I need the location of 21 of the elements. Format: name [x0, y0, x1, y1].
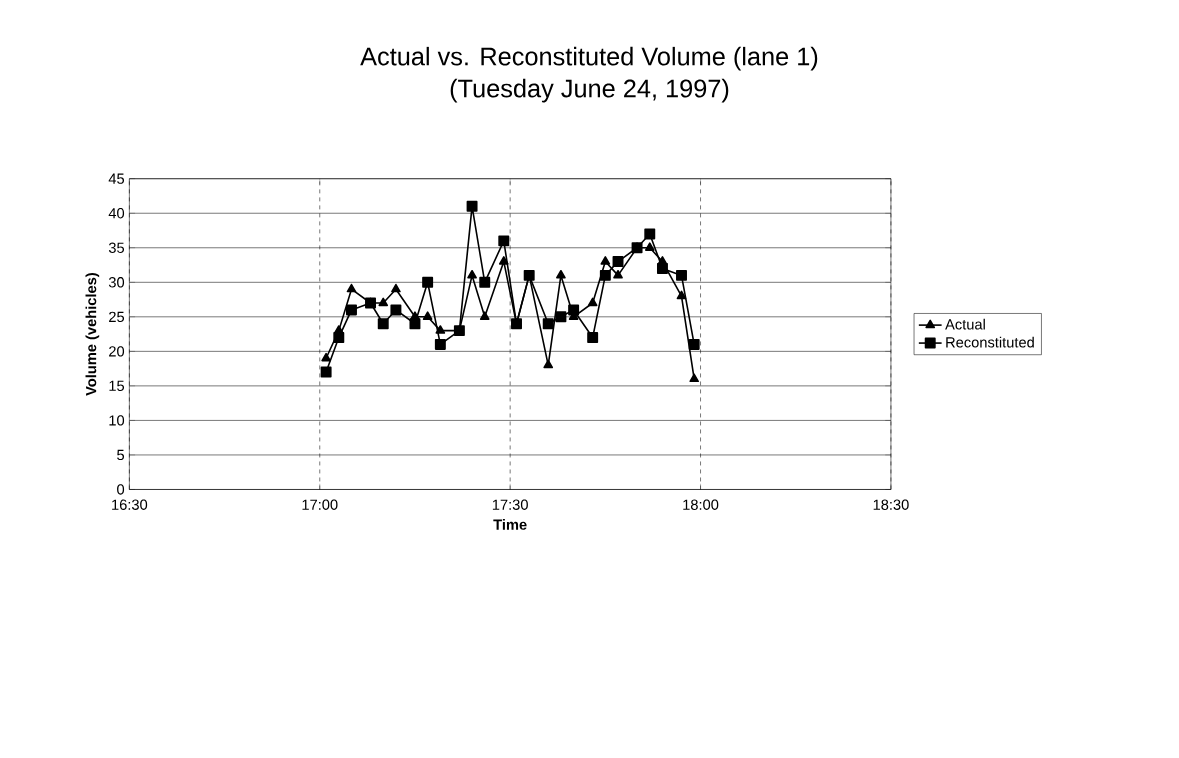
y-tick-label: 40: [108, 208, 125, 219]
y-tick-label: 20: [109, 346, 125, 357]
x-tick-label: 17:00: [302, 499, 338, 511]
y-tick-label: 0: [117, 484, 125, 495]
y-tick-label: 10: [109, 415, 125, 426]
x-tick-label: 17:30: [492, 499, 528, 511]
y-tick-label: 35: [108, 242, 125, 254]
legend-label: Actual: [945, 319, 985, 330]
x-tick-label: 18:30: [873, 499, 909, 511]
x-axis-title: Time: [493, 519, 527, 531]
legend-label: Reconstituted: [946, 336, 1034, 348]
chart-title: Actual vs. Reconstituted Volume (lane 1): [360, 47, 818, 71]
y-tick-label: 30: [108, 277, 125, 288]
y-tick-label: 5: [117, 450, 125, 461]
y-tick-label: 45: [108, 173, 125, 185]
y-tick-label: 15: [109, 380, 125, 392]
chart-subtitle: (Tuesday June 24, 1997): [450, 79, 729, 103]
y-tick-label: 25: [109, 311, 125, 323]
x-tick-label: 18:00: [683, 499, 719, 511]
y-axis-title: Volume (vehicles): [85, 273, 100, 397]
x-tick-label: 16:30: [112, 499, 148, 511]
